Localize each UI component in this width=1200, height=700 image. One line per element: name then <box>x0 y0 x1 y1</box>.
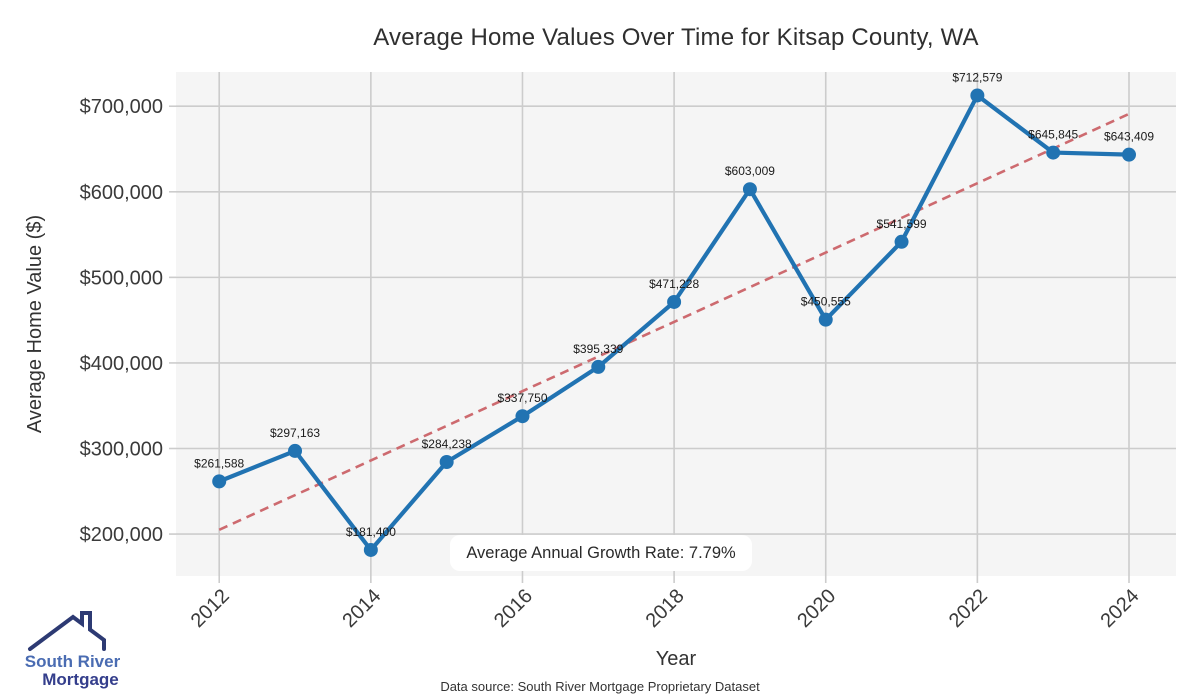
data-point <box>818 312 833 327</box>
x-tick-label: 2022 <box>945 585 992 632</box>
data-point <box>515 409 530 424</box>
x-tick-label: 2020 <box>793 585 840 632</box>
trend-line <box>218 112 1130 531</box>
x-tick-label: 2018 <box>642 585 689 632</box>
data-point <box>742 182 757 197</box>
data-point-label: $645,845 <box>1028 128 1078 142</box>
data-point <box>1121 147 1136 162</box>
data-point <box>894 234 909 249</box>
chart-title: Average Home Values Over Time for Kitsap… <box>373 24 979 51</box>
y-tick-label: $300,000 <box>80 439 163 461</box>
data-point-label: $541,599 <box>877 217 927 231</box>
growth-rate-annotation: Average Annual Growth Rate: 7.79% <box>450 535 752 571</box>
house-roof-icon <box>28 611 106 651</box>
x-axis-title: Year <box>655 648 697 670</box>
data-point <box>591 359 606 374</box>
data-point-label: $643,409 <box>1104 130 1154 144</box>
data-point <box>288 443 303 458</box>
data-point-label: $284,238 <box>422 437 472 451</box>
x-tick-label: 2016 <box>490 585 537 632</box>
data-point-label: $181,400 <box>346 525 396 539</box>
y-tick-label: $200,000 <box>80 524 163 546</box>
data-point <box>212 474 227 489</box>
company-logo: South River Mortgage <box>10 611 135 696</box>
data-point-label: $297,163 <box>270 426 320 440</box>
plot-area <box>176 72 1176 576</box>
y-axis-title: Average Home Value ($) <box>24 214 46 434</box>
x-tick-label: 2014 <box>338 585 385 632</box>
y-tick-label: $600,000 <box>80 182 163 204</box>
x-tick-label: 2024 <box>1097 585 1144 632</box>
data-point-label: $337,750 <box>497 391 547 405</box>
data-point-label: $450,555 <box>801 295 851 309</box>
y-tick-label: $700,000 <box>80 96 163 118</box>
data-point-label: $261,588 <box>194 456 244 470</box>
x-tick-label: 2012 <box>187 585 234 632</box>
y-tick-label: $400,000 <box>80 353 163 375</box>
logo-text-line2: Mortgage <box>42 670 119 689</box>
data-point-label: $395,339 <box>573 342 623 356</box>
logo-text-line1: South River <box>24 652 121 671</box>
data-point <box>439 454 454 469</box>
data-point <box>1046 145 1061 160</box>
data-point-label: $603,009 <box>725 164 775 178</box>
y-tick-label: $500,000 <box>80 267 163 289</box>
data-point <box>667 294 682 309</box>
data-point <box>970 88 985 103</box>
data-source-note: Data source: South River Mortgage Propri… <box>440 679 760 694</box>
data-point <box>363 542 378 557</box>
data-point-label: $471,228 <box>649 277 699 291</box>
data-point-label: $712,579 <box>952 70 1002 84</box>
